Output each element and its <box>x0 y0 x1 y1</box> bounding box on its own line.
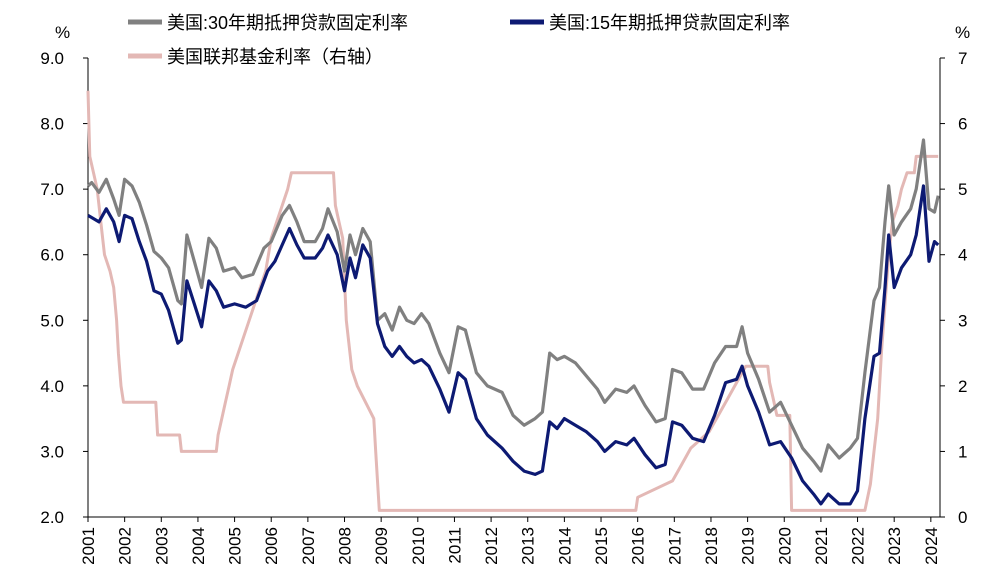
x-tick-label: 2012 <box>482 527 501 565</box>
left-y-tick-label: 8.0 <box>40 115 64 134</box>
x-tick-label: 2014 <box>555 527 574 565</box>
left-y-tick-label: 4.0 <box>40 377 64 396</box>
x-tick-label: 2009 <box>372 527 391 565</box>
x-tick-label: 2008 <box>336 527 355 565</box>
left-y-tick-label: 5.0 <box>40 311 64 330</box>
x-tick-label: 2017 <box>665 527 684 565</box>
x-tick-label: 2002 <box>116 527 135 565</box>
x-tick-label: 2010 <box>409 527 428 565</box>
x-tick-label: 2018 <box>702 527 721 565</box>
axes: 9.0 8.0 7.0 6.0 5.0 4.0 3.0 2.0 7 6 5 4 3 2 1 0 2001 2002… <box>40 49 967 565</box>
left-y-tick-label: 3.0 <box>40 442 64 461</box>
x-tick-label: 2004 <box>189 527 208 565</box>
x-tick-label: 2013 <box>519 527 538 565</box>
x-tick-label: 2003 <box>152 527 171 565</box>
x-tick-label: 2019 <box>739 527 758 565</box>
x-tick-label: 2001 <box>79 527 98 565</box>
left-axis-unit: % <box>55 23 70 42</box>
legend-label-fed-funds: 美国联邦基金利率（右轴） <box>167 47 383 67</box>
legend: 美国:30年期抵押贷款固定利率 美国:15年期抵押贷款固定利率 美国联邦基金利率… <box>128 13 790 67</box>
x-tick-label: 2005 <box>226 527 245 565</box>
x-tick-label: 2015 <box>592 527 611 565</box>
right-y-tick-label: 1 <box>958 442 967 461</box>
x-tick-label: 2024 <box>922 527 941 565</box>
x-tick-label: 2007 <box>299 527 318 565</box>
x-tick-label: 2023 <box>885 527 904 565</box>
x-tick-label: 2006 <box>262 527 281 565</box>
right-axis-unit: % <box>955 23 970 42</box>
series-line-15yr <box>87 184 940 506</box>
x-tick-label: 2020 <box>775 527 794 565</box>
series-layer <box>86 90 940 512</box>
right-y-tick-label: 3 <box>958 311 967 330</box>
left-y-tick-label: 6.0 <box>40 246 64 265</box>
legend-label-30yr: 美国:30年期抵押贷款固定利率 <box>167 13 408 33</box>
series-line-30yr <box>86 138 940 473</box>
x-tick-label: 2016 <box>629 527 648 565</box>
series-line-fed-funds <box>86 90 939 512</box>
legend-label-15yr: 美国:15年期抵押贷款固定利率 <box>549 13 790 33</box>
left-y-tick-label: 7.0 <box>40 180 64 199</box>
right-y-tick-label: 7 <box>958 49 967 68</box>
left-y-tick-label: 2.0 <box>40 508 64 527</box>
x-tick-label: 2022 <box>849 527 868 565</box>
x-tick-label: 2011 <box>445 527 464 564</box>
right-y-tick-label: 6 <box>958 115 967 134</box>
right-y-tick-label: 2 <box>958 377 967 396</box>
x-tick-label: 2021 <box>812 527 831 565</box>
left-y-tick-label: 9.0 <box>40 49 64 68</box>
right-y-tick-label: 5 <box>958 180 967 199</box>
right-y-tick-label: 4 <box>958 246 967 265</box>
right-y-tick-label: 0 <box>958 508 967 527</box>
